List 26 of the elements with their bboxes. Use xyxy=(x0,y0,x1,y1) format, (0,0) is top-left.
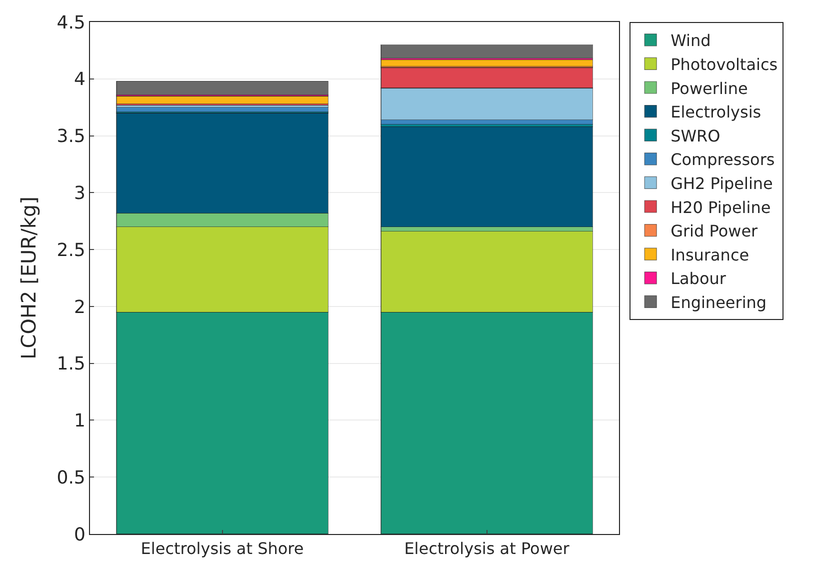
legend-label: GH2 Pipeline xyxy=(670,174,773,193)
x-tick-label: Electrolysis at Power xyxy=(404,539,570,558)
legend-label: Insurance xyxy=(670,245,750,264)
legend-label: Engineering xyxy=(670,292,767,312)
y-tick-label: 2.5 xyxy=(56,240,86,261)
x-tick-label: Electrolysis at Shore xyxy=(140,539,304,558)
legend-label: Labour xyxy=(670,269,726,288)
y-tick-label: 0 xyxy=(74,524,86,546)
y-tick-label: 3.5 xyxy=(56,126,86,148)
legend-label: H20 Pipeline xyxy=(670,198,771,217)
legend-label: Photovoltaics xyxy=(670,54,778,74)
legend-label: Compressors xyxy=(670,150,775,170)
legend-label: Powerline xyxy=(670,78,748,98)
bar xyxy=(380,126,593,228)
y-tick-label: 4.5 xyxy=(56,12,86,34)
y-tick-label: 3 xyxy=(74,182,86,204)
legend-label: SWRO xyxy=(670,126,720,146)
legend-label: Grid Power xyxy=(670,222,758,241)
y-tick-label: 4 xyxy=(74,69,86,90)
y-tick-label: 0.5 xyxy=(56,467,86,488)
legend-label: Electrolysis xyxy=(670,102,762,122)
y-axis-title: LCOH2 [EUR/kg] xyxy=(16,196,40,360)
legend-label: Wind xyxy=(670,31,711,50)
y-tick-label: 2 xyxy=(74,296,86,318)
y-tick-label: 1 xyxy=(74,410,86,432)
y-tick-label: 1.5 xyxy=(56,354,86,375)
